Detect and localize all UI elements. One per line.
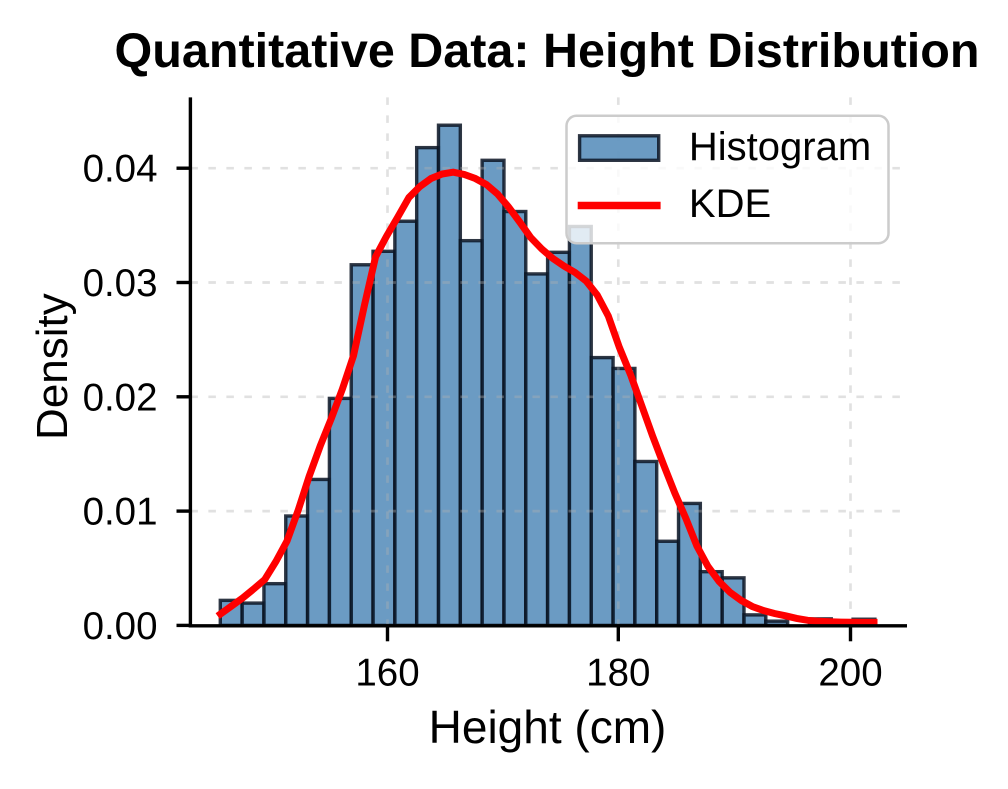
svg-text:0.02: 0.02: [83, 376, 158, 419]
svg-text:200: 200: [818, 652, 882, 695]
svg-text:160: 160: [355, 652, 419, 695]
svg-text:Height (cm): Height (cm): [429, 701, 667, 753]
svg-text:Density: Density: [28, 293, 77, 440]
svg-text:0.04: 0.04: [83, 148, 158, 191]
svg-text:0.01: 0.01: [83, 491, 158, 534]
svg-text:180: 180: [586, 652, 650, 695]
svg-text:Quantitative Data: Height Dist: Quantitative Data: Height Distribution: [115, 24, 980, 78]
svg-text:0.00: 0.00: [83, 605, 158, 648]
svg-text:0.03: 0.03: [83, 262, 158, 305]
svg-text:Histogram: Histogram: [689, 125, 871, 169]
svg-text:KDE: KDE: [689, 182, 771, 226]
